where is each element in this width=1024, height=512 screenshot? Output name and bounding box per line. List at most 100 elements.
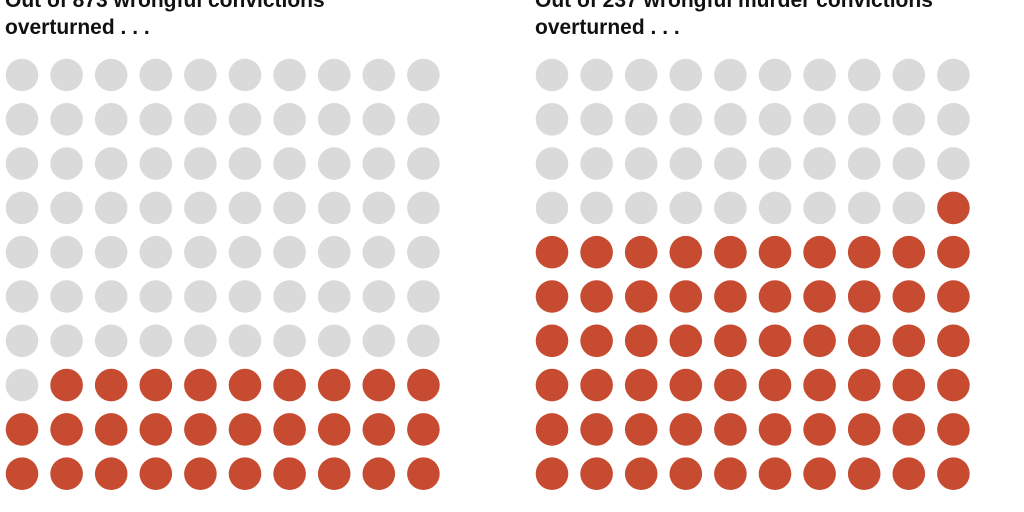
base-dot (362, 235, 396, 269)
title-line-2: overturned . . . (535, 16, 680, 39)
base-dot (362, 191, 396, 225)
highlighted-dot (669, 457, 703, 491)
highlighted-dot (50, 413, 83, 446)
base-dot (94, 324, 128, 358)
highlighted-dot (847, 235, 881, 269)
highlighted-dot (892, 324, 926, 358)
highlighted-dot (50, 457, 83, 491)
highlighted-dot (937, 368, 970, 402)
base-dot (892, 191, 926, 225)
base-dot (184, 58, 217, 92)
base-dot (273, 147, 306, 180)
base-dot (5, 368, 39, 402)
base-dot (139, 147, 173, 180)
base-dot (714, 58, 747, 92)
base-dot (669, 103, 703, 136)
base-dot (228, 191, 262, 225)
base-dot (184, 235, 217, 269)
highlighted-dot (407, 457, 440, 491)
waffle-dot-grid (535, 58, 970, 491)
base-dot (139, 235, 173, 269)
highlighted-dot (580, 368, 613, 402)
base-dot (624, 58, 658, 92)
highlighted-dot (714, 368, 747, 402)
highlighted-dot (580, 280, 613, 313)
base-dot (317, 324, 351, 358)
base-dot (535, 147, 569, 180)
highlighted-dot (758, 368, 792, 402)
highlighted-dot (535, 413, 569, 446)
base-dot (50, 147, 83, 180)
base-dot (362, 280, 396, 313)
base-dot (362, 103, 396, 136)
highlighted-dot (624, 457, 658, 491)
highlighted-dot (624, 280, 658, 313)
base-dot (5, 235, 39, 269)
highlighted-dot (94, 413, 128, 446)
highlighted-dot (847, 413, 881, 446)
highlighted-dot (273, 368, 306, 402)
highlighted-dot (669, 368, 703, 402)
base-dot (892, 147, 926, 180)
base-dot (184, 324, 217, 358)
highlighted-dot (362, 457, 396, 491)
highlighted-dot (273, 457, 306, 491)
base-dot (94, 280, 128, 313)
base-dot (317, 147, 351, 180)
base-dot (362, 147, 396, 180)
base-dot (758, 103, 792, 136)
base-dot (669, 58, 703, 92)
title-line-1: Out of 237 wrongful murder convictions (535, 0, 933, 12)
panel-title: Out of 237 wrongful murder convictions o… (535, 0, 995, 41)
base-dot (937, 103, 970, 136)
highlighted-dot (937, 413, 970, 446)
highlighted-dot (624, 413, 658, 446)
title-line-2: overturned . . . (5, 16, 150, 39)
highlighted-dot (139, 413, 173, 446)
highlighted-dot (847, 457, 881, 491)
base-dot (139, 103, 173, 136)
base-dot (317, 103, 351, 136)
highlighted-dot (847, 324, 881, 358)
highlighted-dot (937, 191, 970, 225)
highlighted-dot (937, 324, 970, 358)
base-dot (362, 324, 396, 358)
highlighted-dot (624, 235, 658, 269)
highlighted-dot (937, 280, 970, 313)
highlighted-dot (362, 413, 396, 446)
base-dot (5, 324, 39, 358)
waffle-panel-all-convictions: Out of 873 wrongful convictions overturn… (0, 0, 460, 512)
highlighted-dot (184, 457, 217, 491)
base-dot (624, 191, 658, 225)
highlighted-dot (184, 413, 217, 446)
base-dot (94, 103, 128, 136)
highlighted-dot (758, 280, 792, 313)
base-dot (758, 58, 792, 92)
highlighted-dot (892, 413, 926, 446)
base-dot (5, 280, 39, 313)
base-dot (317, 235, 351, 269)
base-dot (50, 191, 83, 225)
base-dot (273, 280, 306, 313)
base-dot (669, 147, 703, 180)
highlighted-dot (892, 368, 926, 402)
highlighted-dot (624, 324, 658, 358)
highlighted-dot (407, 368, 440, 402)
highlighted-dot (228, 368, 262, 402)
base-dot (669, 191, 703, 225)
base-dot (317, 191, 351, 225)
base-dot (362, 58, 396, 92)
base-dot (580, 191, 613, 225)
waffle-panel-murder-convictions: Out of 237 wrongful murder convictions o… (530, 0, 990, 512)
highlighted-dot (94, 368, 128, 402)
base-dot (407, 58, 440, 92)
base-dot (892, 103, 926, 136)
highlighted-dot (580, 413, 613, 446)
highlighted-dot (847, 280, 881, 313)
base-dot (535, 191, 569, 225)
base-dot (139, 58, 173, 92)
base-dot (5, 191, 39, 225)
base-dot (228, 324, 262, 358)
title-line-1: Out of 873 wrongful convictions (5, 0, 325, 12)
highlighted-dot (407, 413, 440, 446)
